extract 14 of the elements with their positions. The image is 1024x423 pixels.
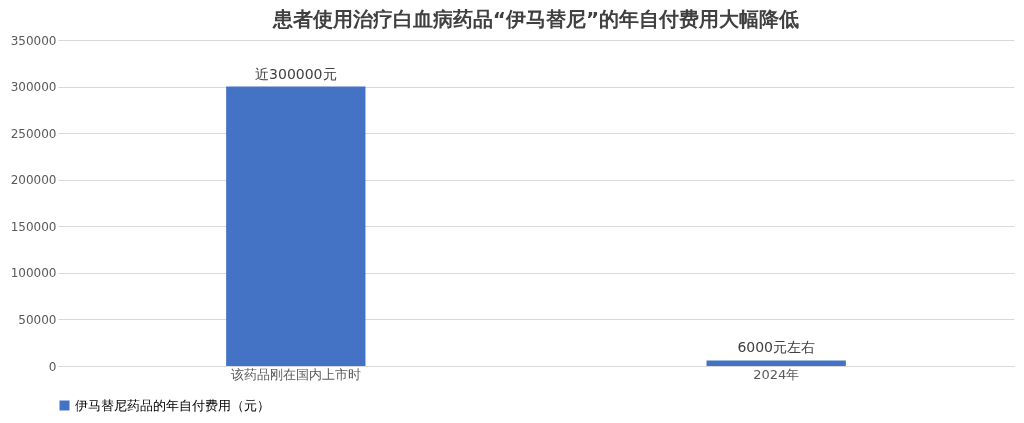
- chart-title: 患者使用治疗白血病药品“伊马替尼”的年自付费用大幅降低: [271, 7, 800, 31]
- x-tick-label: 2024年: [753, 366, 800, 382]
- x-tick-label: 该药品刚在国内上市时: [230, 366, 361, 382]
- y-tick-label: 50000: [18, 312, 57, 327]
- y-tick-label: 150000: [10, 219, 57, 234]
- y-tick-label: 250000: [10, 126, 57, 141]
- legend-label: 伊马替尼药品的年自付费用（元）: [75, 397, 270, 413]
- y-tick-label: 350000: [10, 33, 57, 48]
- data-label: 近300000元: [255, 65, 337, 82]
- y-tick-label: 300000: [10, 80, 57, 95]
- y-tick-label: 200000: [10, 173, 57, 188]
- y-tick-label: 100000: [10, 266, 57, 281]
- data-label: 6000元左右: [737, 339, 816, 356]
- y-tick-label: 0: [48, 359, 57, 374]
